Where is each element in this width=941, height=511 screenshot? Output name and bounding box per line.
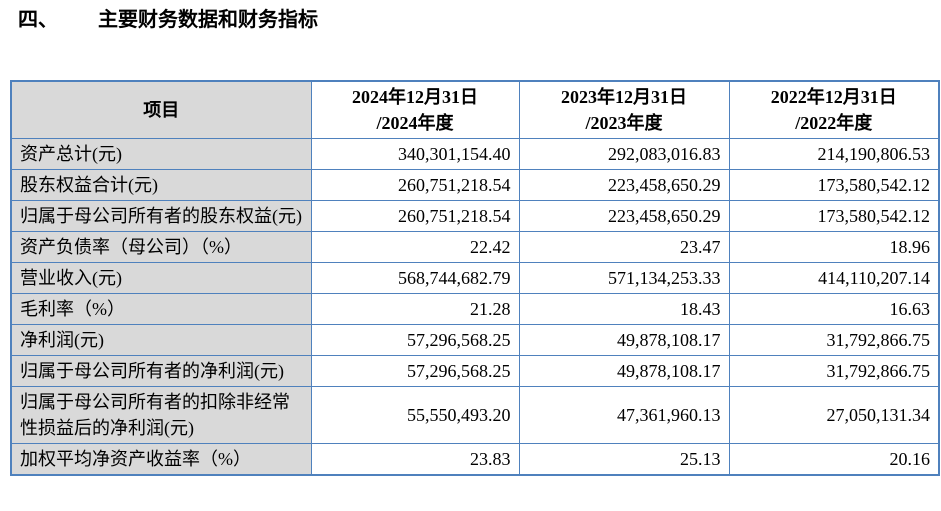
table-header: 项目 2024年12月31日/2024年度 2023年12月31日/2023年度 20… <box>10 80 940 139</box>
row-label: 归属于母公司所有者的股东权益(元) <box>10 200 312 232</box>
row-label: 毛利率（%） <box>10 293 312 325</box>
row-value: 18.96 <box>728 231 940 263</box>
row-value: 23.83 <box>310 443 520 476</box>
table-row: 资产总计(元) 340,301,154.40 292,083,016.83 214,1… <box>10 138 940 170</box>
row-label: 归属于母公司所有者的扣除非经常性损益后的净利润(元) <box>10 386 312 444</box>
header-line-2: /2023年度 <box>585 113 663 133</box>
row-label: 归属于母公司所有者的净利润(元) <box>10 355 312 387</box>
table-row: 加权平均净资产收益率（%） 23.83 25.13 20.16 <box>10 443 940 476</box>
section-title-text: 主要财务数据和财务指标 <box>98 9 318 31</box>
row-value: 57,296,568.25 <box>310 355 520 387</box>
header-line-2: /2022年度 <box>795 113 873 133</box>
column-header-period: 2023年12月31日/2023年度 <box>518 80 730 139</box>
row-value: 27,050,131.34 <box>728 386 940 444</box>
row-value: 23.47 <box>518 231 730 263</box>
row-value: 260,751,218.54 <box>310 200 520 232</box>
row-value: 571,134,253.33 <box>518 262 730 294</box>
document-page: 四、 主要财务数据和财务指标 项目 2024年12月31日/2024年度 2023年1… <box>0 6 941 511</box>
row-value: 223,458,650.29 <box>518 169 730 201</box>
row-label: 资产总计(元) <box>10 138 312 170</box>
column-header-period: 2022年12月31日/2022年度 <box>728 80 940 139</box>
section-number: 四、 <box>18 9 58 31</box>
row-value: 57,296,568.25 <box>310 324 520 356</box>
row-label: 加权平均净资产收益率（%） <box>10 443 312 476</box>
row-value: 49,878,108.17 <box>518 355 730 387</box>
header-line-1: 2024年12月31日 <box>352 87 478 107</box>
row-value: 55,550,493.20 <box>310 386 520 444</box>
row-value: 214,190,806.53 <box>728 138 940 170</box>
row-value: 414,110,207.14 <box>728 262 940 294</box>
row-value: 173,580,542.12 <box>728 169 940 201</box>
row-value: 20.16 <box>728 443 940 476</box>
row-label: 营业收入(元) <box>10 262 312 294</box>
table-row: 归属于母公司所有者的净利润(元) 57,296,568.25 49,878,108.… <box>10 355 940 387</box>
table-row: 资产负债率（母公司）（%） 22.42 23.47 18.96 <box>10 231 940 263</box>
table-row: 净利润(元) 57,296,568.25 49,878,108.17 31,792,8… <box>10 324 940 356</box>
header-line-1: 2023年12月31日 <box>561 87 687 107</box>
row-value: 18.43 <box>518 293 730 325</box>
page-title: 四、 主要财务数据和财务指标 <box>18 6 941 34</box>
row-label: 净利润(元) <box>10 324 312 356</box>
row-value: 223,458,650.29 <box>518 200 730 232</box>
row-value: 31,792,866.75 <box>728 324 940 356</box>
row-value: 568,744,682.79 <box>310 262 520 294</box>
column-header-period: 2024年12月31日/2024年度 <box>310 80 520 139</box>
table-row: 营业收入(元) 568,744,682.79 571,134,253.33 414,1… <box>10 262 940 294</box>
table-header-row: 项目 2024年12月31日/2024年度 2023年12月31日/2023年度 20… <box>10 80 940 139</box>
row-value: 292,083,016.83 <box>518 138 730 170</box>
header-line-2: /2024年度 <box>376 113 454 133</box>
financial-indicators-table: 项目 2024年12月31日/2024年度 2023年12月31日/2023年度 20… <box>10 80 940 476</box>
table-row: 归属于母公司所有者的股东权益(元) 260,751,218.54 223,458,6… <box>10 200 940 232</box>
row-label: 资产负债率（母公司）（%） <box>10 231 312 263</box>
row-label: 股东权益合计(元) <box>10 169 312 201</box>
header-line-1: 2022年12月31日 <box>770 87 897 107</box>
row-value: 47,361,960.13 <box>518 386 730 444</box>
table-row: 股东权益合计(元) 260,751,218.54 223,458,650.29 173… <box>10 169 940 201</box>
table-body: 资产总计(元) 340,301,154.40 292,083,016.83 214,1… <box>10 138 940 476</box>
row-value: 31,792,866.75 <box>728 355 940 387</box>
row-value: 21.28 <box>310 293 520 325</box>
row-value: 49,878,108.17 <box>518 324 730 356</box>
row-value: 25.13 <box>518 443 730 476</box>
column-header-item: 项目 <box>10 80 312 139</box>
row-value: 16.63 <box>728 293 940 325</box>
row-value: 173,580,542.12 <box>728 200 940 232</box>
row-value: 340,301,154.40 <box>310 138 520 170</box>
table-row: 毛利率（%） 21.28 18.43 16.63 <box>10 293 940 325</box>
row-value: 22.42 <box>310 231 520 263</box>
table-row: 归属于母公司所有者的扣除非经常性损益后的净利润(元) 55,550,493.20 4… <box>10 386 940 444</box>
row-value: 260,751,218.54 <box>310 169 520 201</box>
